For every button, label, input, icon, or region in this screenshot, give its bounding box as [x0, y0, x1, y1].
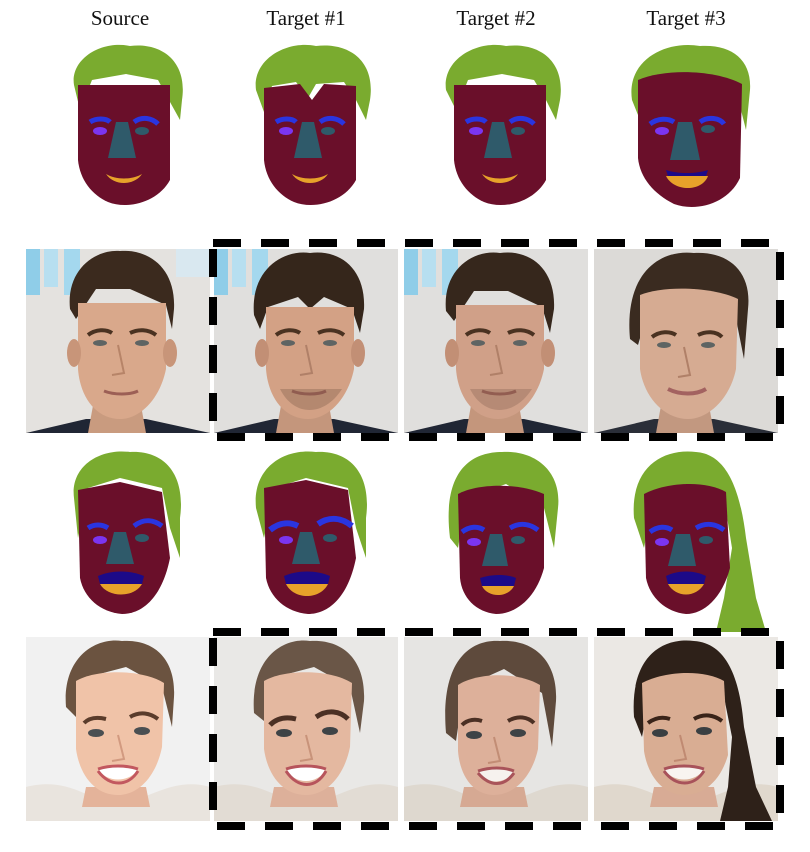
photo-target3-female — [594, 637, 778, 821]
column-header-source: Source — [90, 6, 150, 30]
seg-mask-target3-row1 — [596, 40, 780, 224]
photo-target1-male — [214, 249, 398, 433]
seg-mask-target1-row3 — [216, 448, 400, 632]
seg-mask-source-row3 — [30, 448, 214, 632]
seg-mask-source-row1 — [30, 40, 214, 224]
seg-mask-target3-row3 — [596, 448, 780, 632]
column-header-target-1: Target #1 — [266, 6, 346, 30]
photo-target1-female — [214, 637, 398, 821]
column-header-target-3: Target #3 — [646, 6, 726, 30]
photo-source-male — [26, 249, 210, 433]
photo-target2-male — [404, 249, 588, 433]
photo-target3-male — [594, 249, 778, 433]
seg-mask-target1-row1 — [216, 40, 400, 224]
column-header-target-2: Target #2 — [456, 6, 536, 30]
photo-target2-female — [404, 637, 588, 821]
seg-mask-target2-row3 — [406, 448, 590, 632]
photo-source-female — [26, 637, 210, 821]
seg-mask-target2-row1 — [406, 40, 590, 224]
